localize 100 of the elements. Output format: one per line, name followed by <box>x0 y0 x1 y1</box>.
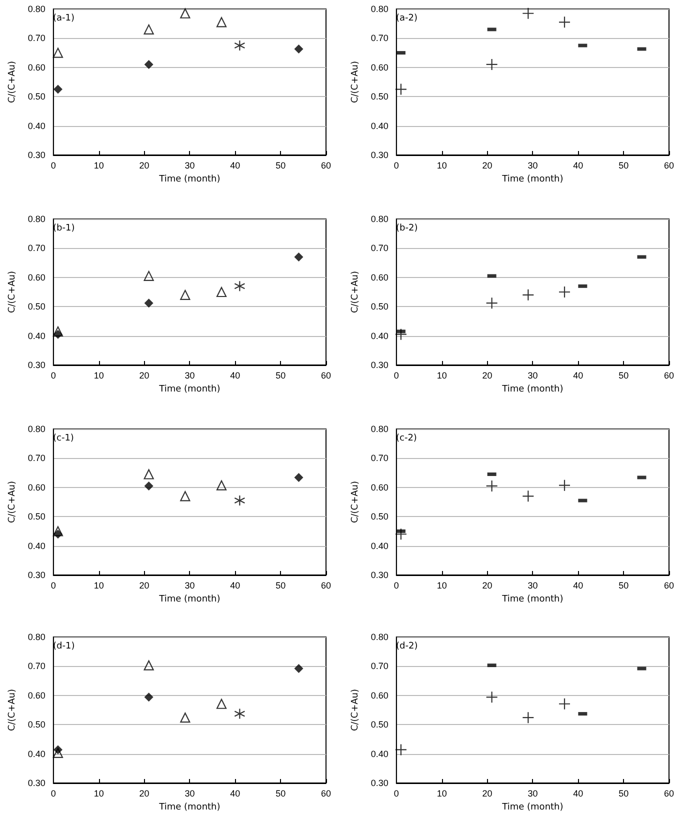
y-tick-label: 0.60 <box>370 690 388 700</box>
y-tick-label: 0.80 <box>28 632 46 642</box>
point <box>216 286 227 298</box>
x-axis-title: Time (month) <box>501 384 564 394</box>
point <box>294 472 304 482</box>
y-tick-label: 0.60 <box>28 690 46 700</box>
point <box>144 481 154 490</box>
point <box>53 330 62 339</box>
x-tick-label: 60 <box>320 580 332 590</box>
x-tick-label: 10 <box>436 370 447 380</box>
x-tick-label: 10 <box>436 788 447 798</box>
point <box>144 692 154 702</box>
point <box>216 17 227 28</box>
y-tick-label: 0.60 <box>28 272 46 282</box>
x-tick-label: 60 <box>664 580 674 590</box>
y-tick-label: 0.80 <box>370 424 388 434</box>
y-tick-label: 0.50 <box>370 720 388 730</box>
x-tick-label: 50 <box>276 370 286 380</box>
x-tick-label: 20 <box>482 580 492 590</box>
x-axis-title: Time (month) <box>501 802 564 812</box>
y-tick-label: 0.40 <box>370 330 388 341</box>
x-tick-label: 0 <box>394 160 399 170</box>
y-tick-label: 0.80 <box>28 4 46 14</box>
point <box>294 252 304 262</box>
y-axis-title: C/(C+Au) <box>350 480 360 524</box>
x-tick-label: 30 <box>528 370 538 380</box>
x-tick-label: 50 <box>276 160 286 170</box>
point <box>52 326 64 336</box>
y-tick-label: 0.40 <box>370 540 388 551</box>
x-tick-label: 40 <box>573 788 584 798</box>
x-tick-label: 40 <box>573 370 584 380</box>
y-tick-label: 0.70 <box>28 661 46 672</box>
x-tick-label: 10 <box>436 160 447 170</box>
point <box>294 44 304 54</box>
point <box>558 698 571 710</box>
y-tick-label: 0.70 <box>370 243 388 254</box>
point <box>394 744 408 756</box>
x-tick-label: 30 <box>184 160 195 170</box>
y-tick-label: 0.50 <box>28 720 46 730</box>
x-tick-label: 0 <box>50 788 56 798</box>
point <box>558 286 571 298</box>
x-tick-label: 20 <box>482 788 492 798</box>
y-tick-label: 0.50 <box>370 512 388 522</box>
annotation: (a-1) <box>53 14 75 24</box>
point <box>234 494 246 506</box>
point <box>486 297 498 310</box>
y-tick-label: 0.70 <box>28 453 46 464</box>
x-tick-label: 0 <box>394 788 399 798</box>
x-tick-label: 10 <box>436 580 447 590</box>
y-axis-title: C/(C+Au) <box>8 688 18 732</box>
y-tick-label: 0.40 <box>28 330 46 341</box>
y-axis-title: C/(C+Au) <box>350 270 360 314</box>
x-tick-label: 30 <box>528 580 538 590</box>
y-tick-label: 0.80 <box>370 632 388 642</box>
x-tick-label: 0 <box>394 580 399 590</box>
x-tick-label: 30 <box>528 160 538 170</box>
x-axis-title: Time (month) <box>158 174 220 184</box>
y-tick-label: 0.40 <box>28 120 46 131</box>
y-tick-label: 0.30 <box>28 778 46 788</box>
point <box>216 698 227 709</box>
y-axis-title: C/(C+Au) <box>350 688 360 732</box>
y-tick-label: 0.50 <box>370 302 388 312</box>
point <box>180 491 190 502</box>
point <box>394 328 408 340</box>
point <box>486 58 498 71</box>
x-tick-label: 60 <box>664 370 674 380</box>
x-tick-label: 20 <box>482 160 492 170</box>
point <box>53 745 62 754</box>
point <box>558 479 571 492</box>
point <box>558 16 571 28</box>
point <box>522 7 534 20</box>
point <box>216 480 227 490</box>
y-axis-title: C/(C+Au) <box>8 270 18 314</box>
x-tick-label: 30 <box>184 788 195 798</box>
annotation: (c-2) <box>396 434 417 444</box>
y-tick-label: 0.60 <box>370 272 388 282</box>
x-axis-title: Time (month) <box>501 594 564 604</box>
point <box>486 480 498 492</box>
y-tick-label: 0.50 <box>28 512 46 522</box>
y-tick-label: 0.70 <box>370 453 388 464</box>
x-tick-label: 40 <box>230 160 240 170</box>
y-tick-label: 0.80 <box>370 214 388 224</box>
annotation: (d-1) <box>53 642 75 652</box>
x-tick-label: 30 <box>184 580 195 590</box>
y-tick-label: 0.60 <box>28 62 46 72</box>
y-axis-title: C/(C+Au) <box>350 60 360 104</box>
x-tick-label: 40 <box>230 580 240 590</box>
x-tick-label: 50 <box>618 580 629 590</box>
point <box>144 660 154 670</box>
point <box>53 84 62 94</box>
x-tick-label: 60 <box>320 160 332 170</box>
x-tick-label: 0 <box>50 160 56 170</box>
x-tick-label: 40 <box>230 788 240 798</box>
y-axis-title: C/(C+Au) <box>8 60 18 104</box>
y-tick-label: 0.60 <box>370 62 388 72</box>
y-tick-label: 0.40 <box>370 748 388 759</box>
y-tick-label: 0.30 <box>28 360 46 370</box>
point <box>394 83 408 96</box>
x-tick-label: 10 <box>94 788 104 798</box>
x-tick-label: 50 <box>618 370 629 380</box>
